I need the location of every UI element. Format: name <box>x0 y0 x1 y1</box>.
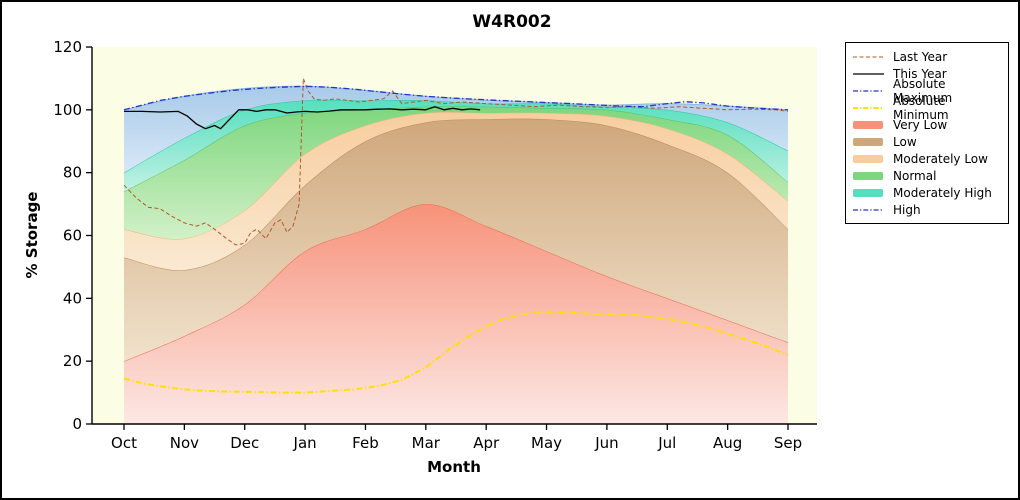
legend-item-absolute-minimum: Absolute Minimum <box>852 94 1002 122</box>
legend-swatch-patch <box>853 154 883 163</box>
band-low <box>124 118 788 362</box>
legend-label: This Year <box>893 66 947 81</box>
legend-item-this-year: This Year <box>852 65 1002 82</box>
x-tick-label: Oct <box>111 434 137 452</box>
legend-swatch-patch <box>853 120 883 129</box>
line-last-year <box>123 77 789 246</box>
band-moderately-low <box>124 112 788 271</box>
legend-swatch-patch <box>853 188 883 197</box>
legend-label: Moderately High <box>893 185 992 200</box>
legend-label: High <box>893 202 921 217</box>
x-axis-label: Month <box>427 458 481 476</box>
y-tick-label: 100 <box>53 101 82 119</box>
y-tick-label: 20 <box>63 352 82 370</box>
legend-item-moderately-high: Moderately High <box>852 184 1002 201</box>
legend-item-absolute-maximum: Absolute Maximum <box>852 77 1002 105</box>
legend-label: Moderately Low <box>893 151 988 166</box>
x-tick-label: Aug <box>713 434 742 452</box>
x-tick-label: Nov <box>170 434 199 452</box>
y-tick-label: 60 <box>63 227 82 245</box>
legend-swatch-line <box>853 56 884 57</box>
legend-label: Normal <box>893 168 937 183</box>
legend-item-very-low: Very Low <box>852 116 1002 133</box>
x-tick-label: Jan <box>293 434 317 452</box>
x-tick-label: May <box>531 434 562 452</box>
legend-swatch-line <box>853 208 884 211</box>
x-tick-label: Dec <box>230 434 259 452</box>
x-tick-label: Sep <box>774 434 802 452</box>
x-tick-label: Mar <box>412 434 441 452</box>
legend-swatch-line <box>853 72 884 75</box>
line-absolute-maximum <box>123 85 789 111</box>
legend-label: Low <box>893 134 917 149</box>
legend-item-normal: Normal <box>852 167 1002 184</box>
x-tick-label: Jun <box>594 434 618 452</box>
legend-item-moderately-low: Moderately Low <box>852 150 1002 167</box>
legend: Last Year This Year Absolute Maximum Absolu… <box>845 42 1009 224</box>
band-edge-moderately-high <box>123 99 789 174</box>
x-tick-label: Jul <box>657 434 676 452</box>
legend-swatch-line <box>853 89 884 92</box>
legend-label: Last Year <box>893 49 948 64</box>
y-tick-label: 120 <box>53 38 82 56</box>
legend-swatch-patch <box>853 137 883 146</box>
legend-item-last-year: Last Year <box>852 48 1002 65</box>
legend-label: Absolute Minimum <box>893 93 949 122</box>
x-tick-label: Apr <box>473 434 500 452</box>
x-tick-label: Feb <box>352 434 379 452</box>
chart-title: W4R002 <box>472 12 552 32</box>
legend-item-low: Low <box>852 133 1002 150</box>
y-tick-label: 0 <box>72 415 82 433</box>
y-axis-label: % Storage <box>23 191 41 279</box>
legend-swatch-line <box>853 106 884 109</box>
legend-label: Very Low <box>893 117 948 132</box>
legend-item-high: High <box>852 201 1002 218</box>
band-normal <box>124 106 788 240</box>
y-tick-label: 40 <box>63 289 82 307</box>
legend-label: Absolute Maximum <box>893 76 953 105</box>
y-tick-label: 80 <box>63 164 82 182</box>
line-absolute-minimum <box>123 311 789 394</box>
line-this-year <box>124 106 481 130</box>
band-very-low <box>124 204 788 424</box>
legend-swatch-patch <box>853 171 883 180</box>
